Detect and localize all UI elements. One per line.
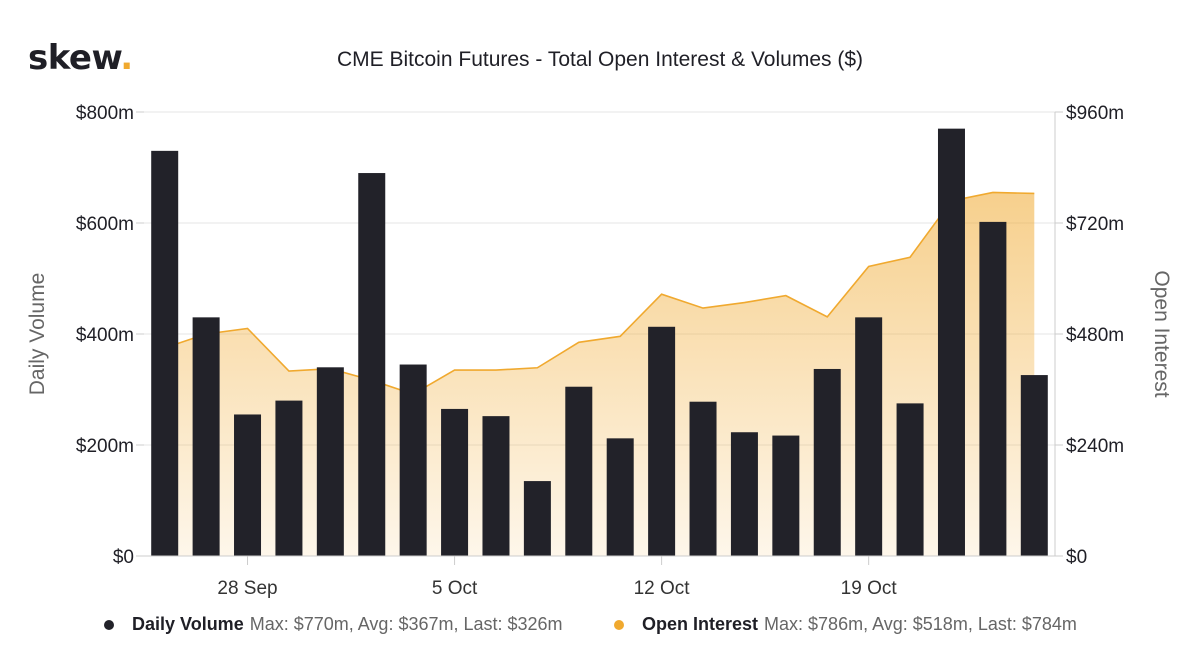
volume-bar <box>316 367 344 556</box>
axes: $0 $200m $400m $600m $800m $0 $240m $480m $720m $… <box>76 103 1124 599</box>
x-tick-label: 12 Oct <box>634 578 691 599</box>
volume-bar <box>606 438 634 556</box>
legend-series-name: Daily Volume <box>132 614 244 634</box>
volume-bar <box>689 401 717 556</box>
legend-series-stats: Max: $770m, Avg: $367m, Last: $326m <box>250 614 563 634</box>
y-right-tick-label: $960m <box>1066 103 1124 124</box>
y-right-tick-label: $0 <box>1066 547 1087 568</box>
y-left-tick-label: $800m <box>76 103 134 124</box>
legend-marker <box>614 620 624 630</box>
logo-dot: . <box>120 38 133 78</box>
chart-title: CME Bitcoin Futures - Total Open Interes… <box>337 48 863 71</box>
y-left-tick-label: $0 <box>113 547 134 568</box>
volume-bar <box>441 408 469 556</box>
volume-bar <box>482 416 510 556</box>
volume-bar <box>937 128 965 556</box>
legend: Daily Volume Max: $770m, Avg: $367m, Last… <box>104 614 1077 634</box>
volume-bar <box>772 435 800 556</box>
volume-bar <box>565 386 593 556</box>
open-interest-line <box>164 191 1035 395</box>
logo-text: skew <box>28 38 121 78</box>
volume-bar <box>813 368 841 556</box>
volume-bar <box>192 317 220 556</box>
volume-bar <box>275 400 303 556</box>
y-left-axis-title: Daily Volume <box>26 273 49 396</box>
y-left-tick-label: $400m <box>76 325 134 346</box>
x-tick-label: 5 Oct <box>432 578 478 599</box>
volume-bar <box>399 364 427 556</box>
legend-series-stats: Max: $786m, Avg: $518m, Last: $784m <box>764 614 1077 634</box>
volume-bar <box>855 317 883 556</box>
x-tick-label: 28 Sep <box>217 578 277 599</box>
volume-bar <box>523 481 551 556</box>
volume-bar <box>730 432 758 556</box>
volume-bar <box>979 221 1007 556</box>
daily-volume-bars <box>151 128 1048 557</box>
volume-bar <box>1020 375 1048 556</box>
legend-series-name: Open Interest <box>642 614 758 634</box>
volume-bar <box>358 173 386 557</box>
y-right-tick-label: $480m <box>1066 325 1124 346</box>
volume-bar <box>151 150 179 556</box>
x-tick-label: 19 Oct <box>841 578 898 599</box>
skew-logo: skew. <box>28 38 133 78</box>
volume-bar <box>896 403 924 556</box>
volume-bar <box>234 414 262 556</box>
y-left-tick-label: $600m <box>76 214 134 235</box>
y-right-tick-label: $720m <box>1066 214 1124 235</box>
legend-marker <box>104 620 114 630</box>
y-left-tick-label: $200m <box>76 436 134 457</box>
volume-bar <box>648 326 676 556</box>
y-right-axis-title: Open Interest <box>1150 270 1173 397</box>
y-right-tick-label: $240m <box>1066 436 1124 457</box>
